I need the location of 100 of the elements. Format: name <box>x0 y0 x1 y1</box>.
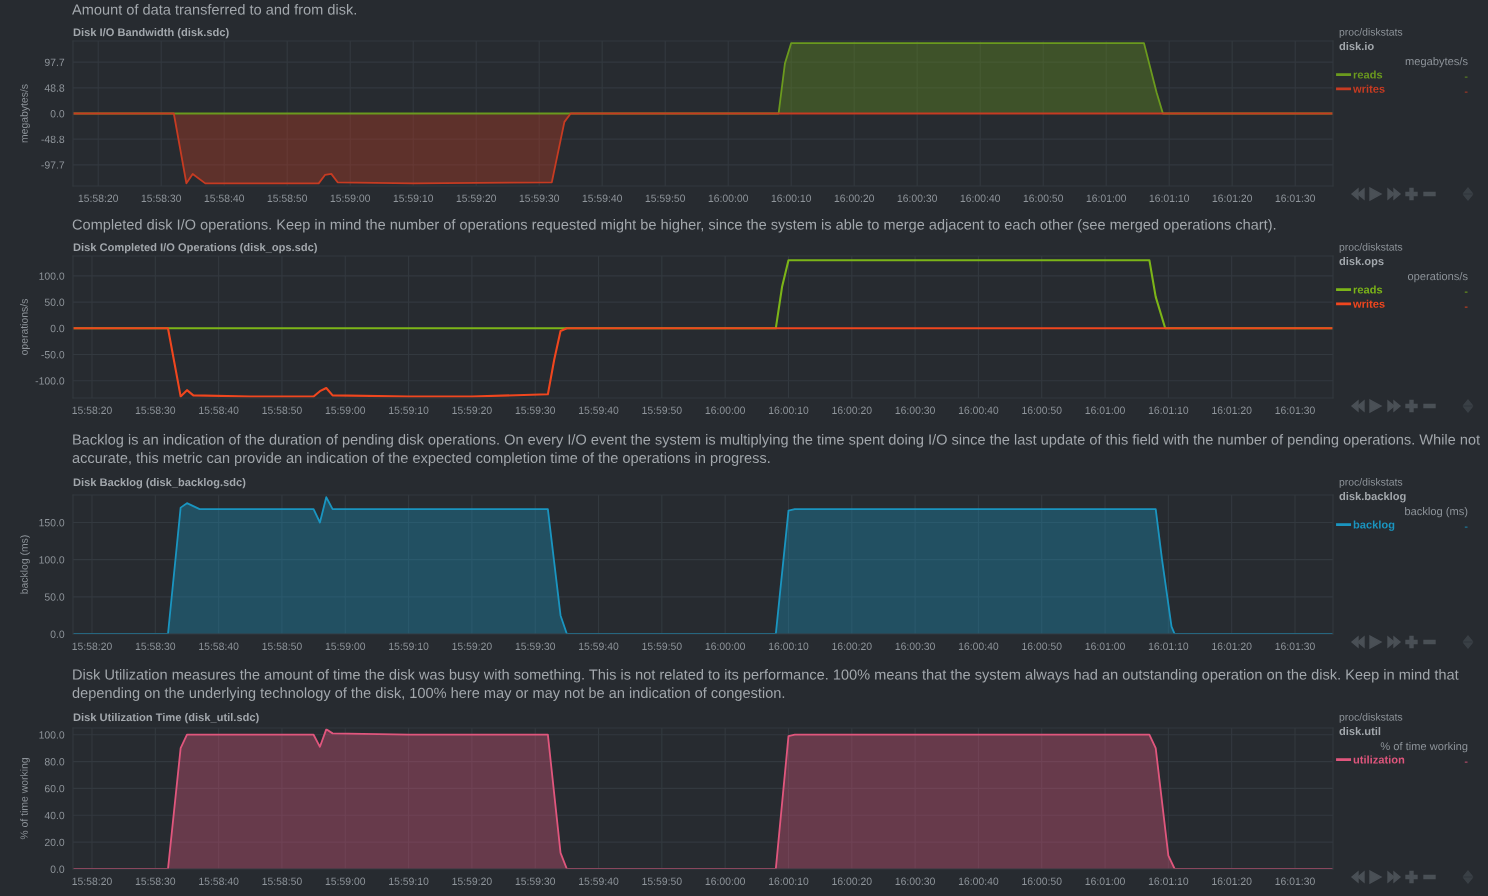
y-tick-label: 60.0 <box>44 784 65 793</box>
x-tick-label: 15:58:50 <box>262 642 302 650</box>
x-tick-label: 16:00:00 <box>708 194 749 202</box>
x-tick-label: 15:59:30 <box>515 642 556 650</box>
x-tick-label: 15:59:50 <box>642 406 682 414</box>
x-tick-label: 15:59:40 <box>579 877 619 885</box>
x-tick-label: 16:01:30 <box>1275 642 1315 650</box>
x-tick-label: 16:00:00 <box>705 406 746 414</box>
x-tick-label: 16:00:20 <box>834 194 875 202</box>
y-tick-label: 50.0 <box>44 298 65 306</box>
legend-label: reads <box>1353 285 1383 294</box>
x-tick-label: 16:01:10 <box>1148 406 1189 414</box>
text: disk.ops <box>1339 257 1384 268</box>
x-tick-label: 15:58:20 <box>78 194 119 202</box>
x-tick-label: 15:59:20 <box>452 877 492 885</box>
x-tick-label: 15:59:00 <box>325 642 366 650</box>
y-axis-title: backlog (ms) <box>20 535 30 594</box>
y-tick-label: 48.8 <box>44 84 65 92</box>
chart-title: Disk I/O Bandwidth (disk.sdc) <box>73 28 229 39</box>
x-tick-label: 15:59:40 <box>579 406 619 414</box>
chart-subtitle: Backlog is an indication of the duration of pending disk operations. On every I/O event the system is multiplying the time spent doing I/O since the last update of this field with the number of pending operations. While not accurate, this metric can provide an indication of the expected completion time of the operations in progress. <box>72 434 1480 466</box>
legend-label: writes <box>1352 299 1385 308</box>
x-tick-label: 15:58:20 <box>72 406 112 414</box>
text: proc/diskstats <box>1339 478 1403 488</box>
x-tick-label: 16:00:30 <box>895 642 935 650</box>
y-tick-label: 0.0 <box>50 865 65 873</box>
x-tick-label: 15:59:10 <box>393 194 434 202</box>
x-tick-label: 16:00:40 <box>958 406 999 414</box>
x-tick-label: 16:00:40 <box>960 194 1001 202</box>
x-tick-label: 15:59:30 <box>515 877 556 885</box>
x-tick-label: 16:00:30 <box>895 406 935 414</box>
text: - <box>1464 526 1468 528</box>
text: disk.io <box>1339 42 1374 51</box>
x-tick-label: 16:01:00 <box>1085 877 1125 885</box>
y-tick-label: 20.0 <box>44 838 65 847</box>
x-tick-label: 16:01:30 <box>1275 877 1315 885</box>
x-tick-label: 15:58:30 <box>141 194 182 202</box>
x-tick-label: 16:00:10 <box>769 877 809 885</box>
y-axis-title: megabytes/s <box>20 84 30 143</box>
text: proc/diskstats <box>1339 713 1403 723</box>
legend-label: utilization <box>1353 755 1405 764</box>
x-tick-label: 15:59:50 <box>645 194 686 202</box>
y-tick-label: -48.8 <box>41 135 65 144</box>
y-tick-label: 97.7 <box>44 58 65 67</box>
x-tick-label: 16:00:10 <box>771 194 812 202</box>
x-tick-label: 16:00:50 <box>1022 877 1062 885</box>
y-tick-label: 40.0 <box>44 811 65 820</box>
text: - <box>1464 291 1468 293</box>
x-tick-label: 15:59:30 <box>515 406 556 414</box>
y-tick-label: 0.0 <box>50 630 65 638</box>
x-tick-label: 15:58:30 <box>135 406 176 414</box>
text: disk.util <box>1339 727 1381 736</box>
x-tick-label: 16:01:20 <box>1212 194 1253 202</box>
chart-title: Disk Completed I/O Operations (disk_ops.sdc) <box>73 243 317 254</box>
x-tick-label: 15:58:20 <box>72 877 112 885</box>
x-tick-label: 15:58:30 <box>135 877 176 885</box>
x-tick-label: 16:00:30 <box>897 194 938 202</box>
y-tick-label: 100.0 <box>39 272 65 280</box>
x-tick-label: 15:59:10 <box>389 877 429 885</box>
x-tick-label: 16:00:40 <box>958 877 999 885</box>
x-tick-label: 16:00:00 <box>705 642 746 650</box>
x-tick-label: 16:01:00 <box>1085 642 1125 650</box>
text: megabytes/s <box>1405 57 1468 68</box>
x-tick-label: 15:59:20 <box>452 406 492 414</box>
x-tick-label: 16:00:20 <box>832 642 872 650</box>
x-tick-label: 16:00:50 <box>1022 406 1062 414</box>
x-tick-label: 15:59:10 <box>389 406 429 414</box>
y-tick-label: 150.0 <box>39 519 65 527</box>
x-tick-label: 16:00:20 <box>832 877 872 885</box>
y-axis-title: % of time working <box>20 758 30 840</box>
chart-subtitle: Completed disk I/O operations. Keep in mind the number of operations requested might be higher, since the system is able to merge adjacent to each other (see merged operations chart). <box>72 219 1276 233</box>
x-tick-label: 16:01:30 <box>1275 194 1316 202</box>
y-tick-label: 100.0 <box>39 731 65 739</box>
text: proc/diskstats <box>1339 243 1403 253</box>
x-tick-label: 16:00:40 <box>958 642 999 650</box>
x-tick-label: 15:59:00 <box>325 877 366 885</box>
x-tick-label: 15:58:50 <box>267 194 308 202</box>
x-tick-label: 16:00:50 <box>1022 642 1062 650</box>
x-tick-label: 15:59:50 <box>642 642 682 650</box>
y-tick-label: 0.0 <box>50 324 65 333</box>
x-tick-label: 15:58:50 <box>262 406 302 414</box>
x-tick-label: 15:58:40 <box>204 194 245 202</box>
x-tick-label: 15:58:30 <box>135 642 176 650</box>
y-axis-title: operations/s <box>20 299 30 355</box>
x-tick-label: 16:01:20 <box>1212 642 1252 650</box>
x-tick-label: 15:59:20 <box>452 642 492 650</box>
x-tick-label: 15:59:10 <box>389 642 429 650</box>
x-tick-label: 16:01:20 <box>1212 877 1252 885</box>
x-tick-label: 15:58:20 <box>72 642 112 650</box>
chart-subtitle: Amount of data transferred to and from disk. <box>72 4 356 15</box>
x-tick-label: 15:58:40 <box>199 642 239 650</box>
x-tick-label: 15:59:00 <box>325 406 366 414</box>
y-tick-label: -100.0 <box>35 377 65 385</box>
text: disk.backlog <box>1339 492 1406 503</box>
x-tick-label: 16:01:10 <box>1149 194 1190 202</box>
x-tick-label: 15:58:50 <box>262 877 302 885</box>
x-tick-label: 16:01:10 <box>1148 877 1189 885</box>
y-tick-label: 0.0 <box>50 110 65 118</box>
y-tick-label: 50.0 <box>44 593 65 601</box>
legend-label: backlog <box>1353 520 1395 531</box>
